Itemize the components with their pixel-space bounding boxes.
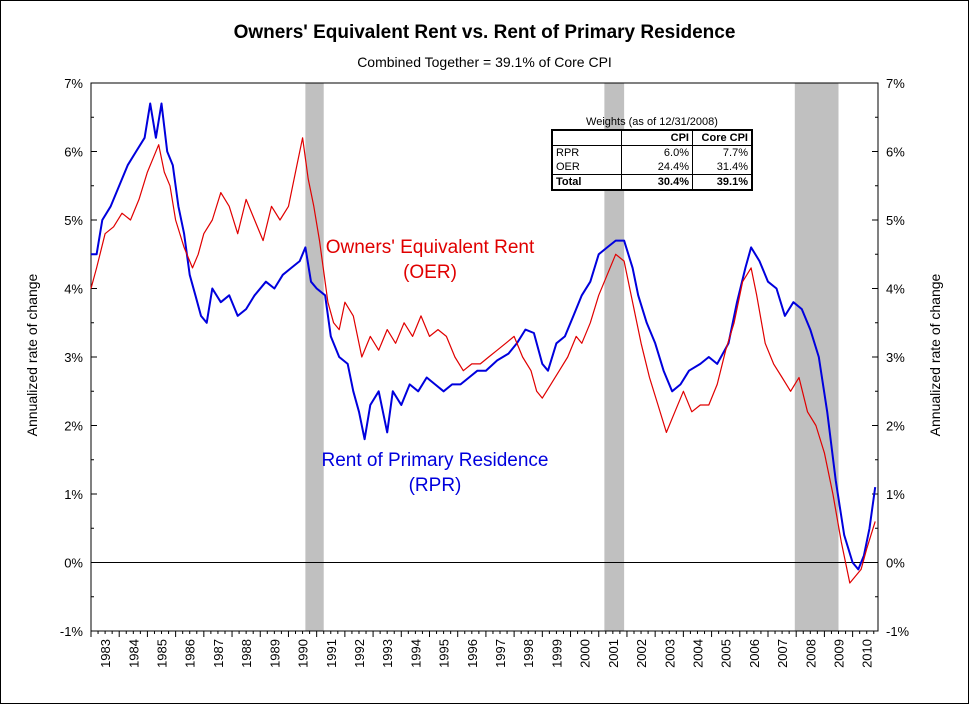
y-tick-label-left: 4% xyxy=(64,282,83,297)
x-tick-label: 2009 xyxy=(832,639,847,668)
y-tick-label-left: 0% xyxy=(64,556,83,571)
y-axis-title-right: Annualized rate of change xyxy=(927,273,943,437)
rpr-label-line2: (RPR) xyxy=(408,475,462,496)
y-axis-left: -1% 0% 1% 2% 3% 4% 5% 6% 7% xyxy=(60,76,97,639)
oer-label-line1: Owners' Equivalent Rent xyxy=(325,237,535,258)
x-tick-label: 1987 xyxy=(211,639,226,668)
y-tick-label-left: 1% xyxy=(64,487,83,502)
oer-label-line2: (OER) xyxy=(403,262,457,283)
y-tick-label-right: 0% xyxy=(886,556,905,571)
x-tick-label: 2010 xyxy=(860,639,875,668)
weights-cell: 6.0% xyxy=(621,145,693,160)
weights-row-label: RPR xyxy=(552,145,622,160)
x-tick-label: 1993 xyxy=(380,639,395,668)
weights-header-cell: CPI xyxy=(621,130,693,146)
x-tick-label: 1986 xyxy=(183,639,198,668)
weights-row-label: Total xyxy=(552,174,622,190)
weights-header-cell xyxy=(552,130,622,146)
x-tick-label: 2006 xyxy=(747,639,762,668)
y-tick-label-left: 2% xyxy=(64,419,83,434)
x-tick-label: 1995 xyxy=(437,639,452,668)
weights-table-box: Weights (as of 12/31/2008) CPI Core CPI … xyxy=(551,116,753,191)
rpr-series-line xyxy=(91,102,877,571)
weights-cell: 7.7% xyxy=(722,147,748,159)
chart-subtitle: Combined Together = 39.1% of Core CPI xyxy=(357,54,612,70)
weights-row: OER 24.4% 31.4% xyxy=(552,160,752,175)
weights-cell: 39.1% xyxy=(692,174,752,190)
y-tick-label-left: -1% xyxy=(60,624,84,639)
x-tick-label: 1983 xyxy=(98,639,113,668)
plot-area-border xyxy=(90,82,879,632)
oer-series-line xyxy=(90,137,876,584)
weights-header-row: CPI Core CPI xyxy=(552,130,752,146)
weights-cell: 31.4% xyxy=(716,161,748,173)
weights-table-title: Weights (as of 12/31/2008) xyxy=(586,116,718,128)
x-tick-label: 1997 xyxy=(493,639,508,668)
oer-series-label: Owners' Equivalent Rent (OER) xyxy=(300,235,560,285)
y-axis-title-left: Annualized rate of change xyxy=(24,273,40,437)
x-tick-label: 2004 xyxy=(690,639,705,668)
y-tick-label-right: 2% xyxy=(886,419,905,434)
weights-cell: 30.4% xyxy=(621,174,693,190)
weights-row-label: OER xyxy=(552,160,622,175)
y-tick-label-right: -1% xyxy=(886,624,910,639)
x-tick-label: 1998 xyxy=(521,639,536,668)
recession-bands xyxy=(305,83,839,631)
x-tick-label: 2007 xyxy=(775,639,790,668)
weights-table: CPI Core CPI RPR 6.0% 7.7% OER 24.4% 31.… xyxy=(551,129,753,191)
y-axis-right: -1% 0% 1% 2% 3% 4% 5% 6% 7% xyxy=(872,76,910,639)
x-tick-label: 1994 xyxy=(408,639,423,668)
weights-cell: 24.4% xyxy=(621,160,693,175)
chart-title: Owners' Equivalent Rent vs. Rent of Prim… xyxy=(233,22,736,43)
rpr-label-line1: Rent of Primary Residence xyxy=(321,450,549,471)
x-tick-label: 2003 xyxy=(662,639,677,668)
y-tick-label-left: 3% xyxy=(64,350,83,365)
recession-band xyxy=(305,83,324,631)
recession-band xyxy=(794,83,839,631)
y-tick-label-right: 5% xyxy=(886,213,905,228)
y-tick-label-left: 5% xyxy=(64,213,83,228)
x-tick-label: 1984 xyxy=(126,639,141,668)
x-tick-label: 1991 xyxy=(324,639,339,668)
recession-band xyxy=(604,83,625,631)
x-tick-label: 1989 xyxy=(267,639,282,668)
x-tick-label: 2005 xyxy=(719,639,734,668)
x-axis: 1983 1984 1985 1986 1987 1988 1989 1990 1991 1992… xyxy=(90,631,875,668)
weights-row: RPR 6.0% 7.7% xyxy=(552,145,752,160)
y-tick-label-right: 6% xyxy=(886,145,905,160)
x-tick-label: 2002 xyxy=(634,639,649,668)
y-tick-label-left: 6% xyxy=(64,145,83,160)
x-tick-label: 1988 xyxy=(239,639,254,668)
x-tick-label: 1992 xyxy=(352,639,367,668)
weights-header-cell: Core CPI xyxy=(692,130,752,146)
x-tick-label: 2000 xyxy=(578,639,593,668)
x-tick-label: 1996 xyxy=(465,639,480,668)
y-tick-label-right: 3% xyxy=(886,350,905,365)
y-tick-label-right: 4% xyxy=(886,282,905,297)
x-tick-label: 1985 xyxy=(155,639,170,668)
series-lines xyxy=(90,102,877,584)
x-tick-label: 1990 xyxy=(296,639,311,668)
weights-total-row: Total 30.4% 39.1% xyxy=(552,174,752,190)
rpr-series-label: Rent of Primary Residence (RPR) xyxy=(290,448,580,498)
y-tick-label-right: 1% xyxy=(886,487,905,502)
y-tick-label-left: 7% xyxy=(64,76,83,91)
x-tick-label: 2008 xyxy=(803,639,818,668)
x-tick-label: 2001 xyxy=(606,639,621,668)
x-tick-label: 1999 xyxy=(549,639,564,668)
y-tick-label-right: 7% xyxy=(886,76,905,91)
